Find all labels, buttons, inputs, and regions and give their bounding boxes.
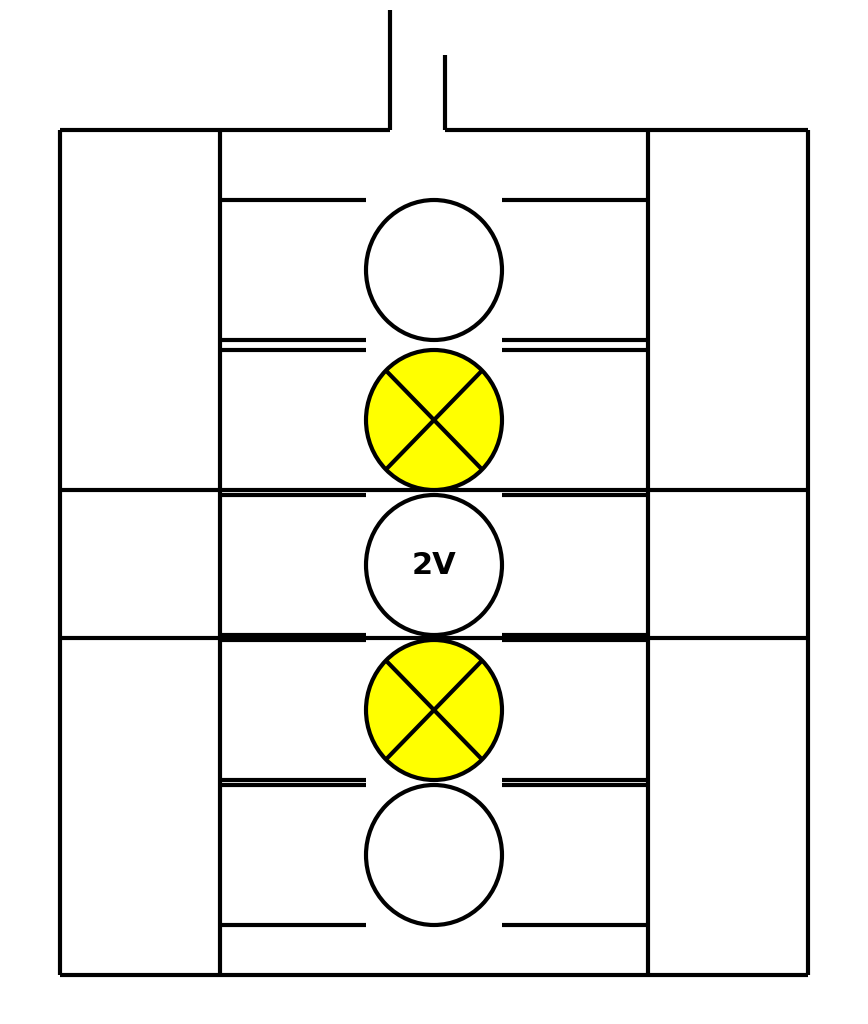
Ellipse shape	[366, 785, 502, 925]
Ellipse shape	[366, 495, 502, 635]
Ellipse shape	[366, 350, 502, 490]
Ellipse shape	[366, 200, 502, 340]
Ellipse shape	[366, 640, 502, 780]
Text: 2V: 2V	[411, 551, 457, 580]
